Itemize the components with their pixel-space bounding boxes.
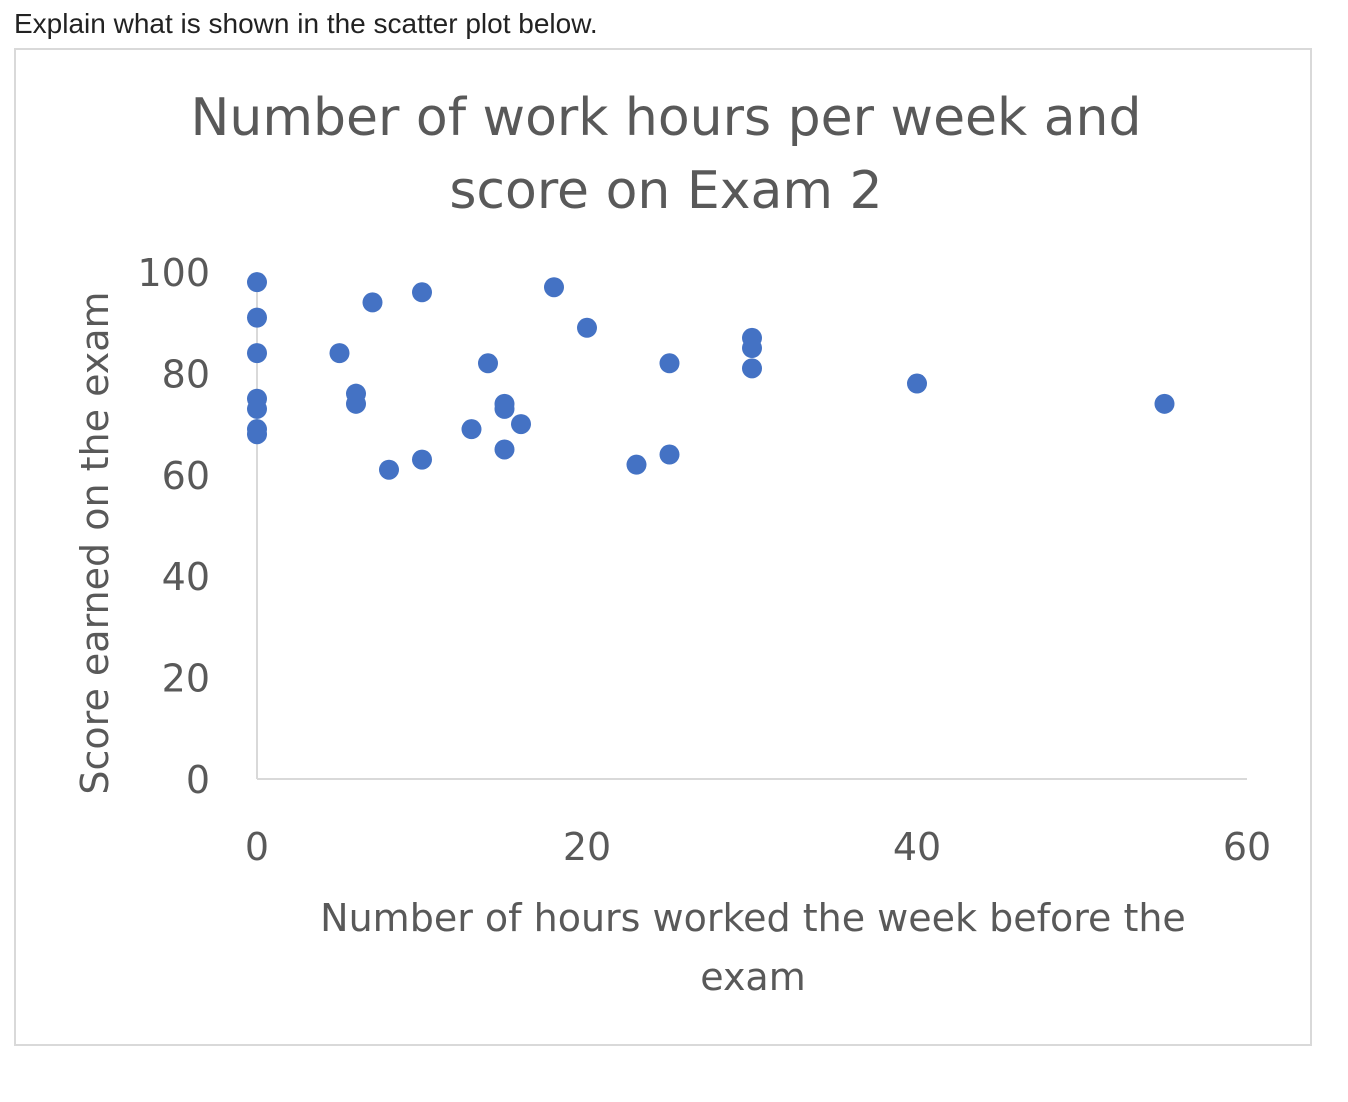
data-point [461, 419, 482, 440]
data-point [742, 338, 762, 359]
data-point [1154, 393, 1175, 414]
data-point [362, 292, 383, 313]
question-prompt: Explain what is shown in the scatter plo… [14, 8, 598, 39]
x-tick-label: 0 [245, 825, 269, 869]
y-tick-label: 100 [137, 251, 210, 295]
data-point [346, 393, 366, 414]
x-tick-label: 60 [1223, 825, 1271, 869]
data-point [247, 424, 267, 445]
x-axis-label: Number of hours worked the week before t… [320, 896, 1186, 999]
data-point [494, 398, 515, 419]
chart-title: Number of work hours per week and score … [190, 88, 1141, 221]
data-point [247, 343, 267, 364]
data-point [329, 343, 350, 364]
data-point [379, 459, 399, 480]
data-point [511, 414, 531, 435]
x-tick-label: 40 [893, 825, 941, 869]
y-tick-label: 60 [162, 454, 210, 498]
x-axis-label-line: exam [700, 955, 806, 999]
x-tick-labels: 0 20 40 60 [245, 825, 1271, 869]
chart-title-line: score on Exam 2 [449, 161, 882, 221]
x-axis-label-line: Number of hours worked the week before t… [320, 896, 1186, 940]
scatter-chart: Number of work hours per week and score … [73, 88, 1271, 999]
data-point [742, 358, 762, 379]
data-point [577, 317, 597, 338]
data-points [247, 272, 1175, 480]
data-point [412, 282, 432, 303]
data-point [907, 373, 927, 394]
y-tick-label: 80 [162, 352, 210, 396]
data-point [544, 277, 564, 298]
y-tick-label: 40 [162, 555, 210, 599]
y-tick-label: 20 [162, 657, 210, 701]
x-tick-label: 20 [563, 825, 611, 869]
data-point [412, 449, 432, 470]
chart-frame: Number of work hours per week and score … [14, 48, 1312, 1046]
chart-title-line: Number of work hours per week and [190, 88, 1141, 148]
data-point [659, 353, 680, 374]
data-point [626, 454, 647, 475]
data-point [247, 307, 267, 328]
data-point [659, 444, 680, 465]
data-point [247, 272, 267, 293]
data-point [494, 439, 515, 460]
data-point [247, 398, 267, 419]
y-tick-labels: 0 20 40 60 80 100 [137, 251, 210, 802]
y-axis-label: Score earned on the exam [73, 291, 117, 794]
data-point [478, 353, 498, 374]
y-tick-label: 0 [186, 758, 210, 802]
